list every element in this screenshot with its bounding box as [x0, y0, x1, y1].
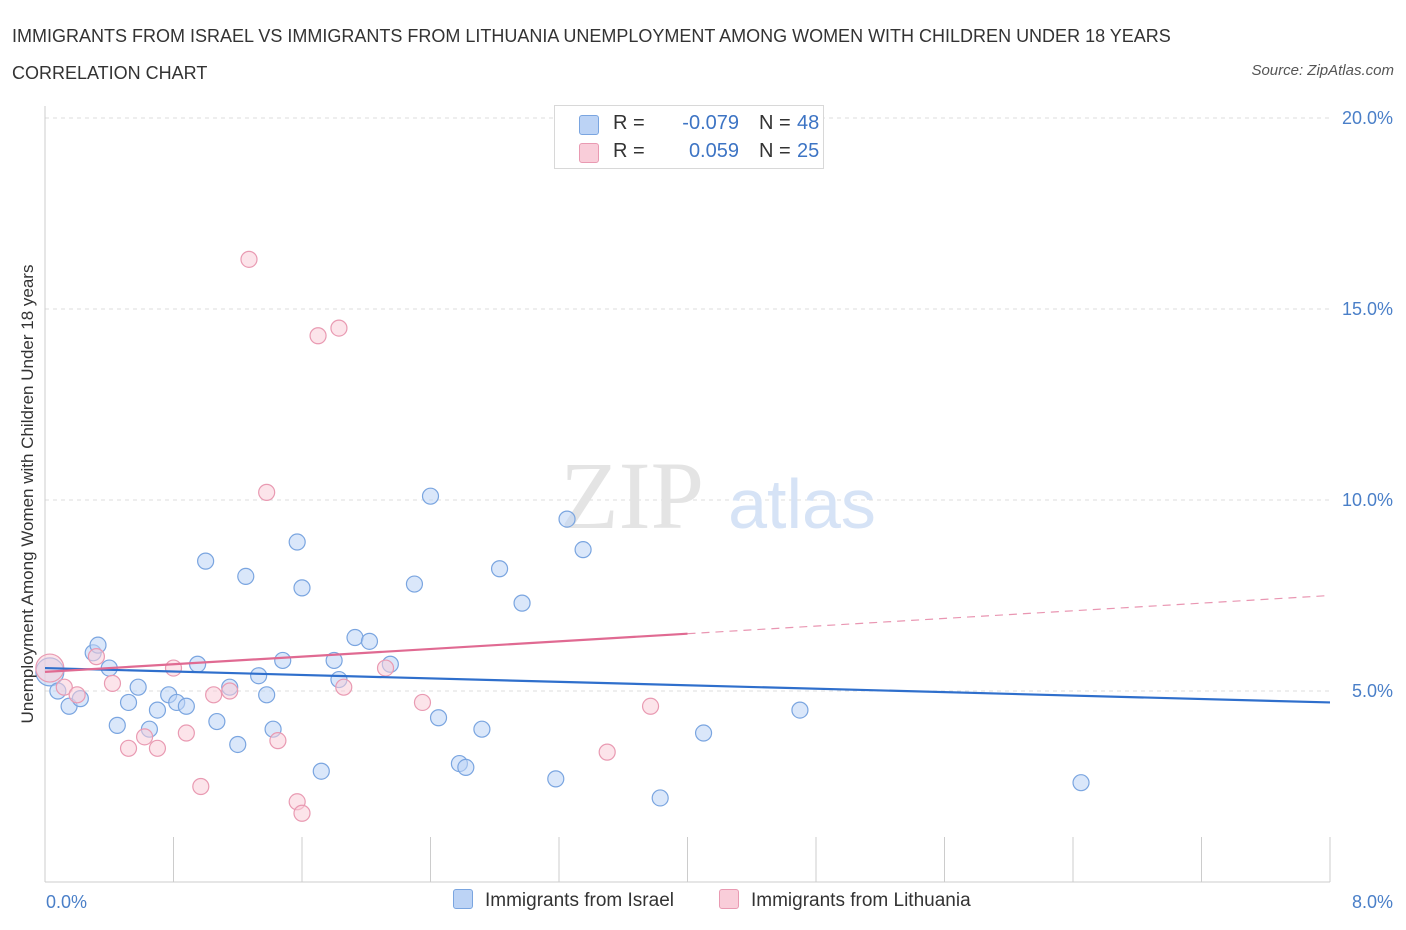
lithuania-point-6 [135, 728, 154, 746]
n-value: 48 [797, 112, 820, 134]
israel-point-26 [293, 579, 311, 597]
lithuania-legend-swatch [719, 889, 739, 909]
lithuania-trend-line [44, 632, 688, 673]
data-points [35, 250, 1090, 822]
israel-point-7 [108, 716, 126, 734]
lithuania-point-13 [240, 250, 258, 268]
israel-point-19 [229, 735, 247, 754]
lithuania-point-7 [148, 739, 167, 757]
lithuania-point-2 [68, 686, 86, 704]
israel-point-9 [129, 678, 147, 696]
correlation-legend: R = -0.079 N = 48 R = 0.059 N = 25 [554, 105, 824, 169]
israel-point-35 [429, 709, 448, 727]
watermark-atlas: atlas [728, 465, 876, 543]
israel-point-16 [197, 552, 215, 570]
israel-point-25 [288, 533, 306, 551]
lithuania-point-9 [177, 724, 195, 742]
lithuania-swatch [579, 143, 599, 163]
israel-point-8 [119, 693, 138, 712]
israel-point-42 [558, 510, 576, 528]
israel-point-33 [405, 575, 424, 593]
israel-point-38 [473, 720, 491, 738]
n-value: 25 [797, 140, 820, 162]
legend-item-lithuania: Immigrants from Lithuania [719, 889, 971, 912]
israel-point-31 [360, 632, 379, 650]
r-value: 0.059 [688, 140, 739, 162]
israel-point-22 [258, 686, 276, 704]
lithuania-point-24 [641, 697, 660, 715]
trend-lines [44, 594, 1331, 704]
lithuania-point-18 [309, 327, 327, 345]
lithuania-point-22 [413, 693, 432, 712]
israel-point-21 [250, 667, 268, 685]
lithuania-point-8 [164, 659, 183, 677]
lithuania-point-11 [205, 686, 223, 704]
israel-point-20 [237, 567, 255, 586]
y-tick-label-1: 10.0% [1342, 490, 1393, 510]
israel-point-34 [421, 487, 440, 505]
legend-label-lithuania: Immigrants from Lithuania [751, 890, 971, 911]
israel-point-39 [490, 560, 509, 578]
lithuania-point-17 [293, 804, 311, 822]
israel-point-24 [274, 651, 292, 670]
n-label: N = [759, 112, 791, 134]
israel-trend-line [44, 666, 1331, 704]
lithuania-trend-extension [687, 594, 1331, 635]
israel-point-37 [457, 758, 475, 777]
grid-lines [45, 117, 1330, 692]
y-axis-label: Unemployment Among Women with Children U… [18, 265, 37, 724]
israel-point-11 [148, 701, 167, 719]
israel-point-45 [694, 724, 713, 742]
israel-point-28 [325, 651, 343, 670]
israel-swatch [579, 115, 599, 135]
lithuania-point-15 [269, 732, 287, 750]
lithuania-point-4 [103, 674, 122, 692]
r-value: -0.079 [682, 112, 739, 134]
legend-label-israel: Immigrants from Israel [485, 890, 674, 911]
watermark-zip: ZIP [560, 442, 704, 549]
legend-item-israel: Immigrants from Israel [453, 889, 674, 912]
r-label: R = [613, 112, 645, 134]
lithuania-point-14 [258, 483, 276, 501]
y-tick-label-2: 15.0% [1342, 299, 1393, 319]
lithuania-point-10 [192, 777, 210, 796]
israel-point-17 [208, 712, 226, 731]
israel-point-47 [1072, 774, 1090, 792]
x-tick-label-max: 8.0% [1352, 892, 1393, 912]
israel-point-30 [346, 628, 364, 647]
israel-point-43 [574, 541, 592, 559]
israel-point-46 [791, 701, 809, 719]
lithuania-point-5 [119, 739, 138, 757]
israel-point-41 [547, 770, 565, 788]
x-tick-label-min: 0.0% [46, 892, 87, 912]
lithuania-point-3 [87, 648, 106, 666]
lithuania-point-20 [335, 678, 353, 696]
israel-legend-swatch [453, 889, 473, 909]
israel-point-27 [312, 762, 330, 780]
r-label: R = [613, 140, 645, 162]
lithuania-point-23 [598, 743, 616, 761]
y-tick-label-3: 20.0% [1342, 108, 1393, 128]
y-tick-label-0: 5.0% [1352, 681, 1393, 701]
israel-point-14 [177, 697, 195, 715]
israel-point-44 [651, 789, 669, 807]
israel-point-40 [513, 594, 531, 612]
lithuania-point-21 [376, 659, 395, 677]
axes [44, 106, 1331, 883]
tick-labels: 5.0% 10.0% 15.0% 20.0% 0.0% 8.0% [46, 108, 1393, 912]
lithuania-point-12 [221, 682, 239, 700]
lithuania-point-1 [55, 678, 73, 696]
lithuania-point-19 [330, 319, 348, 337]
n-label: N = [759, 140, 791, 162]
chart-title: IMMIGRANTS FROM ISRAEL VS IMMIGRANTS FRO… [12, 26, 1171, 83]
source-label: Source: ZipAtlas.com [1251, 62, 1394, 79]
